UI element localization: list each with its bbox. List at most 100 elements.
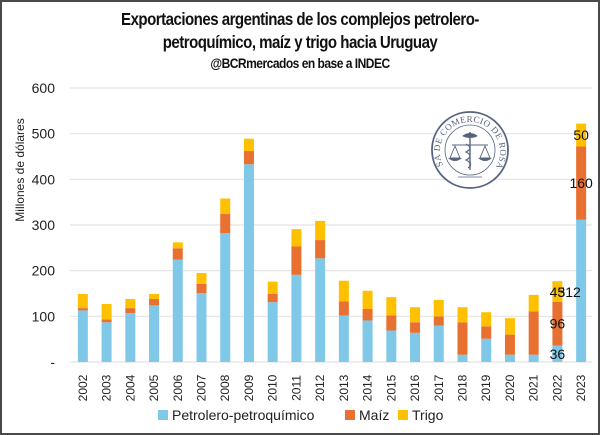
bar-ma-z-2004: [125, 308, 136, 314]
x-tick-label: 2002: [76, 374, 90, 401]
bar-trigo-2004: [125, 298, 136, 309]
x-tick-label: 2013: [337, 374, 351, 401]
bar-trigo-2011: [291, 229, 302, 247]
x-tick-label: 2011: [289, 375, 303, 401]
bar-trigo-2012: [315, 220, 326, 241]
y-tick-label: -: [50, 354, 55, 370]
x-tick-label: 2005: [147, 374, 161, 401]
bolsa-comercio-rosario-seal-icon: BOLSA DE COMERCIO DE ROSARIO: [0, 0, 509, 189]
bar-ma-z-2023: [576, 146, 587, 220]
legend-swatch: [158, 410, 168, 420]
chart-subtitle: @BCRmercados en base a INDEC: [210, 55, 390, 71]
bar-ma-z-2022: [552, 301, 563, 346]
bar-trigo-2018: [457, 307, 468, 323]
data-label: 96: [550, 316, 566, 332]
data-label: 312: [557, 284, 581, 300]
x-tick-label: 2015: [384, 374, 398, 401]
bar-trigo-2017: [433, 299, 444, 317]
bar-petrolero-petroqu-mico-2022: [552, 345, 563, 362]
x-tick-label: 2023: [574, 374, 588, 401]
bar-petrolero-petroqu-mico-2020: [504, 354, 515, 362]
chart-title-line2: petroquímico, maíz y trigo hacia Uruguay: [162, 32, 438, 52]
data-label: 50: [573, 127, 589, 143]
bar-petrolero-petroqu-mico-2012: [315, 258, 326, 362]
bar-trigo-2021: [528, 294, 539, 312]
bar-ma-z-2008: [220, 214, 231, 234]
bar-ma-z-2020: [504, 334, 515, 355]
bar-petrolero-petroqu-mico-2014: [362, 320, 373, 362]
y-tick-label: 100: [32, 308, 56, 324]
x-tick-label: 2014: [361, 374, 375, 401]
legend-label: Maíz: [359, 407, 389, 423]
bar-petrolero-petroqu-mico-2007: [196, 293, 207, 362]
data-label: 45: [550, 284, 566, 300]
y-tick-label: 600: [32, 80, 56, 96]
bar-trigo-2003: [101, 304, 112, 320]
bar-ma-z-2006: [172, 248, 183, 260]
bar-ma-z-2021: [528, 311, 539, 355]
bar-petrolero-petroqu-mico-2006: [172, 259, 183, 362]
legend-swatch: [345, 410, 355, 420]
bar-trigo-2015: [386, 297, 397, 316]
bar-trigo-2005: [149, 293, 160, 299]
y-tick-label: 300: [32, 217, 56, 233]
bar-trigo-2006: [172, 242, 183, 249]
bar-petrolero-petroqu-mico-2008: [220, 233, 231, 362]
bar-ma-z-2019: [481, 326, 492, 339]
bar-petrolero-petroqu-mico-2023: [576, 219, 587, 362]
bar-petrolero-petroqu-mico-2016: [410, 332, 421, 362]
y-tick-label: 500: [32, 126, 56, 142]
bar-petrolero-petroqu-mico-2021: [528, 354, 539, 362]
legend-swatch: [398, 410, 408, 420]
x-tick-label: 2017: [432, 374, 446, 401]
bar-petrolero-petroqu-mico-2013: [338, 315, 349, 362]
bar-petrolero-petroqu-mico-2011: [291, 274, 302, 362]
bar-ma-z-2014: [362, 309, 373, 321]
x-tick-label: 2021: [527, 374, 541, 401]
bar-petrolero-petroqu-mico-2004: [125, 313, 136, 362]
x-tick-label: 2019: [479, 374, 493, 401]
y-axis-label: Millones de dólares: [13, 118, 27, 221]
bars: [77, 123, 587, 362]
bar-petrolero-petroqu-mico-2018: [457, 354, 468, 362]
bar-petrolero-petroqu-mico-2017: [433, 325, 444, 362]
bar-trigo-2016: [410, 307, 421, 323]
bar-petrolero-petroqu-mico-2019: [481, 338, 492, 362]
bar-ma-z-2013: [338, 301, 349, 316]
bar-ma-z-2003: [101, 319, 112, 323]
bar-trigo-2002: [77, 293, 88, 309]
bar-trigo-2013: [338, 280, 349, 302]
x-tick-label: 2010: [266, 374, 280, 401]
bar-ma-z-2010: [267, 293, 278, 303]
y-tick-label: 200: [32, 263, 56, 279]
bar-ma-z-2012: [315, 240, 326, 259]
bar-trigo-2010: [267, 281, 278, 294]
x-tick-label: 2009: [242, 374, 256, 401]
bar-ma-z-2002: [77, 308, 88, 311]
bar-ma-z-2009: [243, 151, 254, 165]
bar-ma-z-2017: [433, 316, 444, 326]
x-tick-label: 2008: [218, 374, 232, 401]
bar-ma-z-2015: [386, 315, 397, 331]
bar-petrolero-petroqu-mico-2009: [243, 164, 254, 362]
bar-trigo-2023: [576, 123, 587, 147]
bar-ma-z-2007: [196, 283, 207, 294]
x-tick-label: 2007: [195, 374, 209, 401]
bar-petrolero-petroqu-mico-2002: [77, 310, 88, 362]
x-tick-label: 2018: [456, 374, 470, 401]
x-tick-label: 2020: [503, 374, 517, 401]
bar-ma-z-2005: [149, 298, 160, 306]
bar-petrolero-petroqu-mico-2003: [101, 322, 112, 362]
data-label: 36: [550, 346, 566, 362]
bar-trigo-2014: [362, 290, 373, 310]
chart-title-line1: Exportaciones argentinas de los complejo…: [121, 9, 479, 29]
bar-ma-z-2018: [457, 322, 468, 355]
x-tick-label: 2006: [171, 374, 185, 401]
bar-trigo-2009: [243, 138, 254, 152]
bar-trigo-2008: [220, 198, 231, 215]
bar-ma-z-2011: [291, 246, 302, 275]
x-tick-label: 2022: [550, 374, 564, 401]
x-tick-label: 2003: [100, 374, 114, 401]
